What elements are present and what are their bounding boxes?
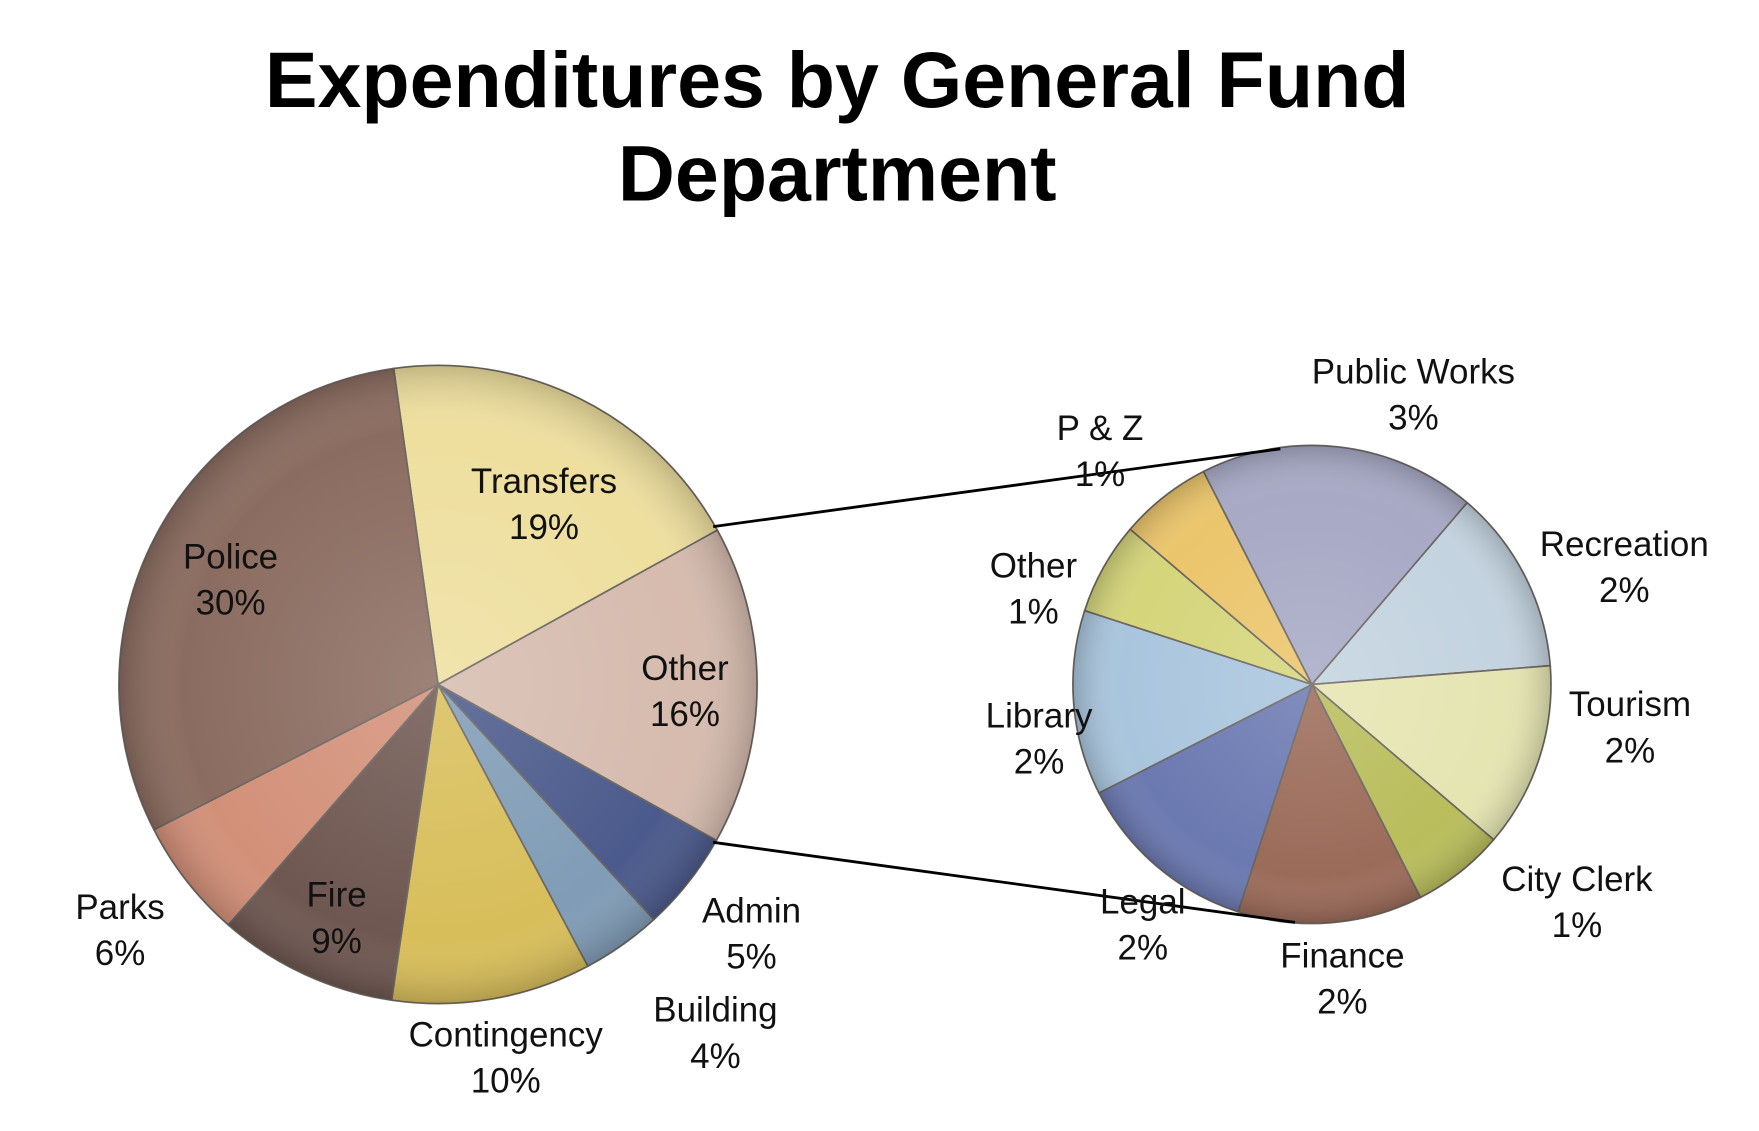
secondary-label-p-z: P & Z 1% — [1057, 409, 1144, 494]
label-category: City Clerk — [1501, 860, 1653, 899]
label-percent: 1% — [1552, 906, 1602, 945]
label-category: Other — [990, 546, 1078, 585]
secondary-label-other: Other 1% — [990, 546, 1078, 631]
label-category: Contingency — [409, 1015, 604, 1054]
label-percent: 5% — [726, 938, 777, 977]
main-label-other: Other 16% — [641, 649, 729, 734]
main-label-admin: Admin 5% — [702, 891, 801, 976]
main-label-fire: Fire 9% — [306, 876, 366, 961]
chart-title-line-2: Department — [618, 130, 1057, 218]
label-percent: 16% — [650, 695, 720, 734]
label-percent: 30% — [196, 584, 266, 623]
label-percent: 6% — [95, 934, 146, 973]
label-category: Recreation — [1540, 525, 1709, 564]
label-category: Fire — [306, 876, 366, 915]
label-category: Building — [653, 991, 777, 1030]
chart-title-line-1: Expenditures by General Fund — [265, 36, 1410, 124]
label-percent: 2% — [1118, 929, 1169, 968]
data-labels: Transfers 19% Other 16% Admin 5% Building 4% Con… — [75, 352, 1708, 1100]
secondary-label-library: Library 2% — [986, 696, 1093, 781]
secondary-label-legal: Legal 2% — [1100, 882, 1185, 967]
secondary-label-recreation: Recreation 2% — [1540, 525, 1709, 610]
label-category: Legal — [1100, 882, 1185, 921]
label-percent: 3% — [1388, 399, 1439, 438]
connector-line-bottom — [712, 840, 1296, 924]
label-category: Finance — [1280, 936, 1404, 975]
main-label-parks: Parks 6% — [75, 888, 164, 973]
label-category: Police — [183, 537, 278, 576]
label-percent: 9% — [311, 922, 362, 961]
label-category: Library — [986, 696, 1093, 735]
label-percent: 2% — [1605, 731, 1656, 770]
main-label-contingency: Contingency 10% — [409, 1015, 604, 1100]
label-category: Transfers — [471, 462, 617, 501]
secondary-label-finance: Finance 2% — [1280, 936, 1404, 1021]
connector-lines — [712, 447, 1296, 924]
label-percent: 19% — [509, 508, 579, 547]
label-percent: 1% — [1008, 593, 1059, 632]
secondary-label-tourism: Tourism 2% — [1569, 685, 1691, 770]
label-percent: 2% — [1014, 743, 1065, 782]
label-percent: 2% — [1317, 983, 1368, 1022]
secondary-label-city-clerk: City Clerk 1% — [1501, 860, 1653, 945]
secondary-pie — [1072, 444, 1552, 925]
label-percent: 10% — [471, 1062, 541, 1101]
main-label-building: Building 4% — [653, 991, 777, 1076]
label-category: Public Works — [1312, 352, 1515, 391]
label-category: Admin — [702, 891, 801, 930]
label-category: P & Z — [1057, 409, 1144, 448]
label-percent: 1% — [1075, 455, 1126, 494]
connector-line-top — [712, 447, 1281, 528]
label-category: Parks — [75, 888, 164, 927]
main-label-police: Police 30% — [183, 537, 278, 622]
main-label-transfers: Transfers 19% — [471, 462, 617, 547]
label-percent: 4% — [690, 1037, 741, 1076]
label-percent: 2% — [1599, 571, 1650, 610]
label-category: Other — [641, 649, 729, 688]
label-category: Tourism — [1569, 685, 1691, 724]
secondary-label-public-works: Public Works 3% — [1312, 352, 1515, 437]
